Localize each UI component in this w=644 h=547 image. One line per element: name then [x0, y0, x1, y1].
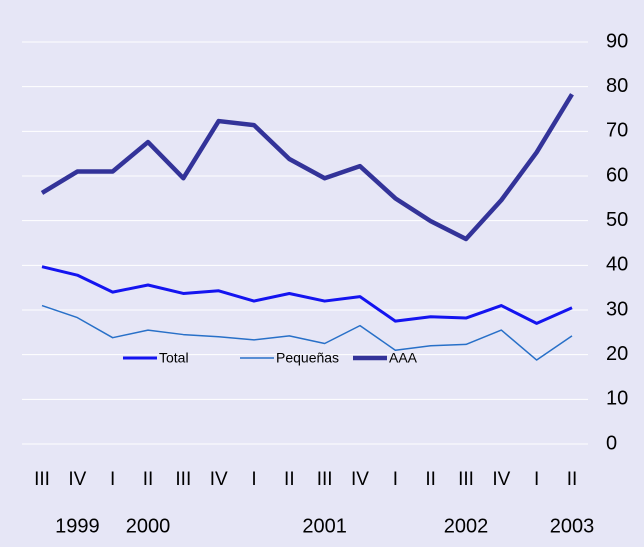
x-tick-label: II [143, 469, 154, 490]
x-tick-label: I [110, 469, 115, 490]
x-tick-label: III [34, 469, 50, 490]
x-tick-label: I [534, 469, 539, 490]
x-tick-label: I [251, 469, 256, 490]
legend-label: Pequeñas [276, 350, 339, 366]
x-tick-label: IV [210, 469, 228, 490]
legend-label: Total [159, 350, 189, 366]
y-tick-label: 80 [606, 75, 628, 97]
y-tick-label: 90 [606, 30, 628, 52]
y-tick-label: 0 [606, 432, 617, 454]
x-tick-label: III [458, 469, 474, 490]
year-label: 2003 [550, 515, 595, 537]
x-tick-label: III [317, 469, 333, 490]
series-line [41, 304, 573, 361]
legend-label: AAA [389, 350, 418, 366]
y-tick-label: 30 [606, 298, 628, 320]
y-tick-label: 10 [606, 388, 628, 410]
y-tick-label: 50 [606, 209, 628, 231]
year-label: 2002 [444, 515, 489, 537]
x-tick-label: III [175, 469, 191, 490]
series-line [40, 93, 574, 242]
x-tick-label: II [284, 469, 295, 490]
x-tick-label: IV [68, 469, 86, 490]
series-line [41, 265, 573, 325]
y-tick-label: 60 [606, 164, 628, 186]
x-tick-label: IV [351, 469, 369, 490]
year-label: 2001 [302, 515, 347, 537]
y-tick-label: 70 [606, 120, 628, 142]
x-tick-label: II [567, 469, 578, 490]
x-tick-label: IV [492, 469, 510, 490]
year-label: 2000 [126, 515, 171, 537]
x-tick-label: I [393, 469, 398, 490]
y-tick-label: 40 [606, 254, 628, 276]
x-tick-label: II [425, 469, 436, 490]
year-label: 1999 [55, 515, 100, 537]
y-tick-label: 20 [606, 343, 628, 365]
